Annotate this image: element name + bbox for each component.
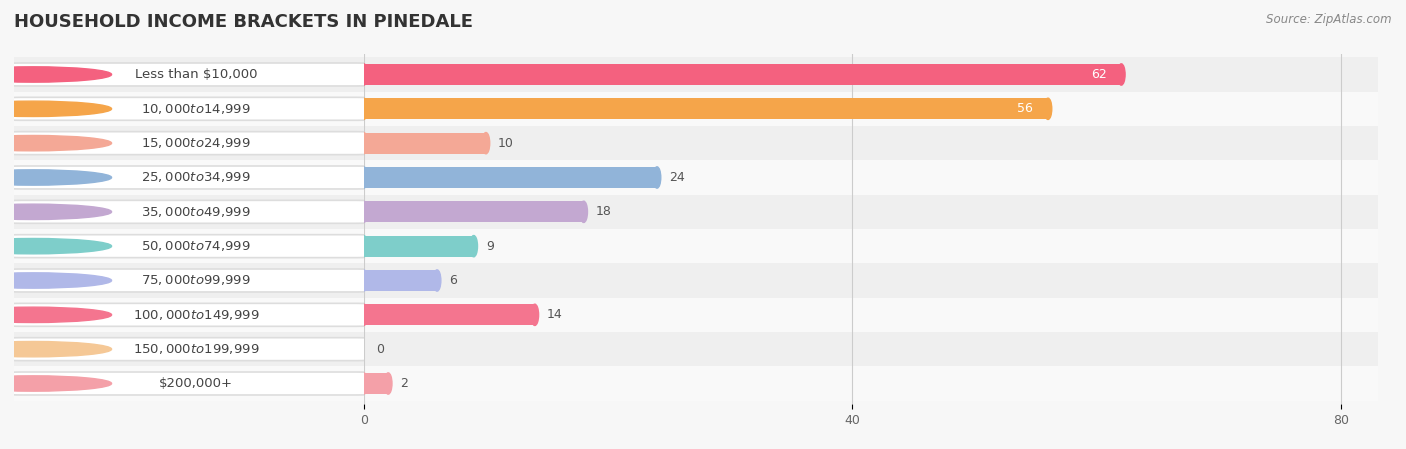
Circle shape bbox=[360, 98, 367, 119]
Text: 10: 10 bbox=[498, 136, 515, 150]
Circle shape bbox=[0, 136, 111, 151]
Bar bbox=[0, 332, 1406, 366]
Circle shape bbox=[0, 67, 111, 82]
Bar bbox=[0, 229, 1406, 263]
Bar bbox=[0, 57, 1406, 92]
Circle shape bbox=[0, 101, 111, 116]
FancyBboxPatch shape bbox=[7, 200, 371, 223]
Bar bbox=[364, 64, 1122, 85]
Circle shape bbox=[531, 304, 538, 326]
Text: $150,000 to $199,999: $150,000 to $199,999 bbox=[132, 342, 259, 356]
Text: $25,000 to $34,999: $25,000 to $34,999 bbox=[141, 171, 250, 185]
Circle shape bbox=[0, 204, 111, 220]
Bar bbox=[0, 160, 1406, 195]
Bar bbox=[0, 229, 1406, 263]
FancyBboxPatch shape bbox=[7, 269, 371, 292]
FancyBboxPatch shape bbox=[7, 338, 371, 361]
Bar bbox=[0, 92, 1406, 126]
Text: 62: 62 bbox=[1091, 68, 1107, 81]
Bar bbox=[364, 201, 583, 222]
Text: $15,000 to $24,999: $15,000 to $24,999 bbox=[141, 136, 250, 150]
Circle shape bbox=[384, 373, 392, 394]
FancyBboxPatch shape bbox=[7, 304, 371, 326]
Circle shape bbox=[0, 342, 111, 357]
Text: 14: 14 bbox=[547, 308, 562, 321]
Text: $50,000 to $74,999: $50,000 to $74,999 bbox=[141, 239, 250, 253]
Text: Source: ZipAtlas.com: Source: ZipAtlas.com bbox=[1267, 13, 1392, 26]
FancyBboxPatch shape bbox=[7, 235, 371, 258]
Bar bbox=[0, 126, 1406, 160]
Circle shape bbox=[1045, 98, 1052, 119]
FancyBboxPatch shape bbox=[7, 372, 371, 395]
Circle shape bbox=[360, 64, 367, 85]
Circle shape bbox=[360, 201, 367, 222]
Circle shape bbox=[470, 236, 478, 257]
Bar bbox=[0, 366, 1406, 401]
Circle shape bbox=[0, 376, 111, 391]
Bar bbox=[0, 160, 1406, 195]
Circle shape bbox=[0, 238, 111, 254]
Text: $35,000 to $49,999: $35,000 to $49,999 bbox=[141, 205, 250, 219]
Bar bbox=[0, 195, 1406, 229]
Text: $200,000+: $200,000+ bbox=[159, 377, 233, 390]
Circle shape bbox=[360, 373, 367, 394]
Circle shape bbox=[654, 167, 661, 188]
Bar bbox=[0, 298, 1406, 332]
Circle shape bbox=[360, 270, 367, 291]
Circle shape bbox=[0, 273, 111, 288]
Bar bbox=[0, 366, 1406, 401]
Circle shape bbox=[1118, 64, 1125, 85]
FancyBboxPatch shape bbox=[7, 63, 371, 86]
Circle shape bbox=[0, 170, 111, 185]
Bar bbox=[364, 236, 474, 257]
Circle shape bbox=[360, 132, 367, 154]
FancyBboxPatch shape bbox=[7, 132, 371, 154]
Bar bbox=[364, 304, 534, 326]
Text: 24: 24 bbox=[669, 171, 685, 184]
Bar bbox=[0, 263, 1406, 298]
Bar bbox=[0, 332, 1406, 366]
Text: 2: 2 bbox=[401, 377, 408, 390]
FancyBboxPatch shape bbox=[7, 166, 371, 189]
Bar bbox=[0, 57, 1406, 92]
Text: HOUSEHOLD INCOME BRACKETS IN PINEDALE: HOUSEHOLD INCOME BRACKETS IN PINEDALE bbox=[14, 13, 472, 31]
Text: $75,000 to $99,999: $75,000 to $99,999 bbox=[141, 273, 250, 287]
Bar bbox=[364, 167, 657, 188]
Bar bbox=[364, 373, 388, 394]
Bar bbox=[0, 195, 1406, 229]
Circle shape bbox=[433, 270, 441, 291]
Text: 9: 9 bbox=[486, 240, 494, 253]
Text: $100,000 to $149,999: $100,000 to $149,999 bbox=[132, 308, 259, 322]
Bar bbox=[0, 126, 1406, 160]
Text: Less than $10,000: Less than $10,000 bbox=[135, 68, 257, 81]
Circle shape bbox=[360, 236, 367, 257]
Circle shape bbox=[0, 307, 111, 322]
Bar bbox=[0, 298, 1406, 332]
Bar bbox=[0, 263, 1406, 298]
Text: 18: 18 bbox=[596, 205, 612, 218]
Text: 56: 56 bbox=[1018, 102, 1033, 115]
Circle shape bbox=[360, 167, 367, 188]
FancyBboxPatch shape bbox=[7, 97, 371, 120]
Text: 0: 0 bbox=[375, 343, 384, 356]
Bar bbox=[364, 270, 437, 291]
Text: 6: 6 bbox=[450, 274, 457, 287]
Circle shape bbox=[360, 304, 367, 326]
Circle shape bbox=[579, 201, 588, 222]
Text: $10,000 to $14,999: $10,000 to $14,999 bbox=[141, 102, 250, 116]
Bar bbox=[364, 98, 1047, 119]
Circle shape bbox=[482, 132, 489, 154]
Bar bbox=[0, 92, 1406, 126]
Bar bbox=[364, 132, 486, 154]
